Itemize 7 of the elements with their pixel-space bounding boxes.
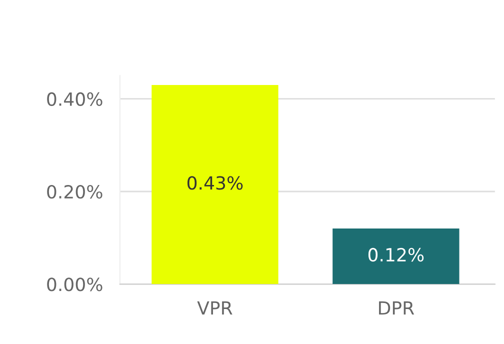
y-tick-label: 0.00% [47,278,102,292]
x-tick-label: DPR [379,301,414,315]
y-tick-label: 0.40% [47,92,102,106]
x-tick-label: VPR [197,301,232,315]
data-label: 0.43% [187,176,243,190]
data-label: 0.12% [368,248,424,262]
y-tick-label: 0.20% [47,184,102,199]
